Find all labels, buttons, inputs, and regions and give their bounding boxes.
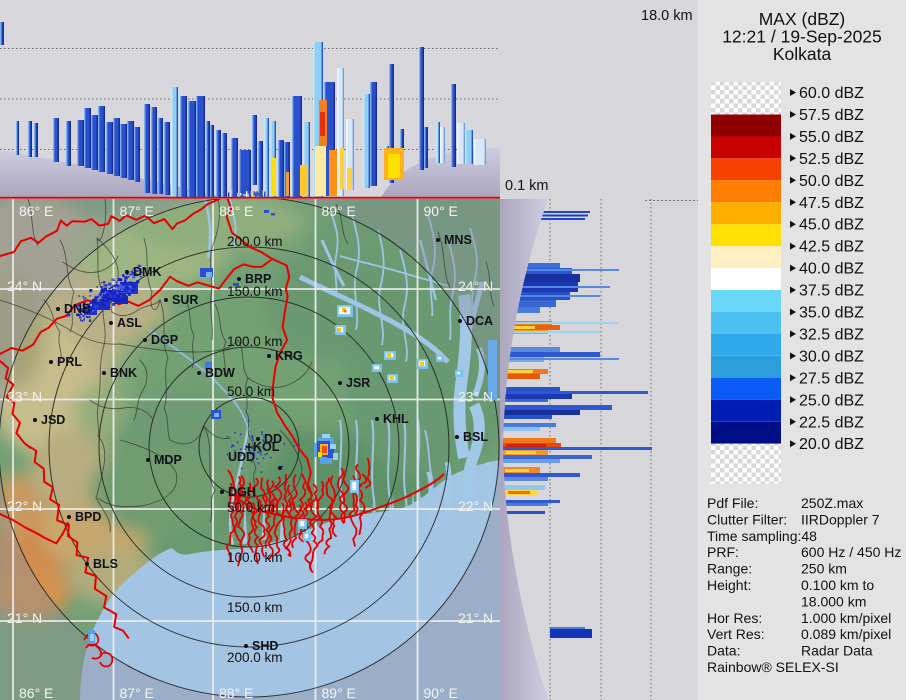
svg-text:200.0 km: 200.0 km <box>227 234 283 249</box>
svg-text:40.0 dBZ: 40.0 dBZ <box>799 261 864 278</box>
svg-text:45.0 dBZ: 45.0 dBZ <box>799 217 864 234</box>
svg-text:DD: DD <box>264 432 282 446</box>
svg-text:50.0 dBZ: 50.0 dBZ <box>799 173 864 190</box>
svg-text:DGP: DGP <box>151 333 178 347</box>
svg-text:100.0 km: 100.0 km <box>227 334 283 349</box>
svg-text:IIRDoppler 7: IIRDoppler 7 <box>801 511 880 527</box>
svg-text:600 Hz / 450 Hz: 600 Hz / 450 Hz <box>801 544 901 560</box>
svg-text:BRP: BRP <box>245 272 271 286</box>
svg-text:86° E: 86° E <box>19 685 53 700</box>
svg-text:JSD: JSD <box>41 413 65 427</box>
svg-text:BNK: BNK <box>110 366 137 380</box>
svg-text:55.0 dBZ: 55.0 dBZ <box>799 129 864 146</box>
svg-text:52.5 dBZ: 52.5 dBZ <box>799 151 864 168</box>
svg-text:UDD: UDD <box>228 450 255 464</box>
svg-text:Clutter Filter:: Clutter Filter: <box>707 511 787 527</box>
svg-text:86° E: 86° E <box>19 203 53 219</box>
svg-text:Range:: Range: <box>707 561 752 577</box>
svg-text:35.0 dBZ: 35.0 dBZ <box>799 305 864 322</box>
svg-text:90° E: 90° E <box>424 203 458 219</box>
svg-text:60.0 dBZ: 60.0 dBZ <box>799 85 864 102</box>
svg-text:Rainbow® SELEX-SI: Rainbow® SELEX-SI <box>707 659 839 675</box>
svg-text:KHL: KHL <box>383 412 409 426</box>
svg-text:24° N: 24° N <box>458 278 493 294</box>
svg-text:250 km: 250 km <box>801 561 847 577</box>
svg-text:Kolkata: Kolkata <box>773 44 832 64</box>
svg-text:57.5 dBZ: 57.5 dBZ <box>799 107 864 124</box>
svg-text:32.5 dBZ: 32.5 dBZ <box>799 326 864 343</box>
svg-text:87° E: 87° E <box>120 685 154 700</box>
svg-text:20.0 dBZ: 20.0 dBZ <box>799 436 864 453</box>
svg-text:88° E: 88° E <box>219 685 253 700</box>
svg-text:25.0 dBZ: 25.0 dBZ <box>799 392 864 409</box>
svg-text:89° E: 89° E <box>322 203 356 219</box>
svg-text:Radar Data: Radar Data <box>801 643 873 659</box>
svg-text:50.0 km: 50.0 km <box>227 384 275 399</box>
svg-text:12:21 / 19-Sep-2025: 12:21 / 19-Sep-2025 <box>722 27 882 47</box>
svg-text:DGH: DGH <box>228 485 256 499</box>
svg-text:47.5 dBZ: 47.5 dBZ <box>799 195 864 212</box>
svg-text:Hor Res:: Hor Res: <box>707 610 762 626</box>
svg-text:BSL: BSL <box>463 430 488 444</box>
svg-text:DCA: DCA <box>466 314 493 328</box>
svg-text:50.0 km: 50.0 km <box>227 500 275 515</box>
svg-text:Pdf File:: Pdf File: <box>707 495 758 511</box>
svg-text:DNB: DNB <box>64 302 91 316</box>
svg-text:42.5 dBZ: 42.5 dBZ <box>799 239 864 256</box>
svg-text:KOL: KOL <box>253 440 280 454</box>
svg-text:MDP: MDP <box>154 453 182 467</box>
svg-text:BDW: BDW <box>205 366 235 380</box>
svg-text:SHD: SHD <box>252 639 278 653</box>
svg-text:27.5 dBZ: 27.5 dBZ <box>799 370 864 387</box>
svg-text:SUR: SUR <box>172 293 198 307</box>
svg-text:87° E: 87° E <box>120 203 154 219</box>
svg-text:0.100 km to: 0.100 km to <box>801 577 874 593</box>
svg-text:22° N: 22° N <box>458 498 493 514</box>
svg-text:PRL: PRL <box>57 355 82 369</box>
svg-text:Height:: Height: <box>707 577 751 593</box>
svg-text:KRG: KRG <box>275 349 303 363</box>
svg-text:24° N: 24° N <box>7 278 42 294</box>
svg-text:BLS: BLS <box>93 557 118 571</box>
svg-text:22° N: 22° N <box>7 498 42 514</box>
svg-text:Time sampling:48: Time sampling:48 <box>707 528 817 544</box>
svg-text:150.0 km: 150.0 km <box>227 600 283 615</box>
svg-text:200.0 km: 200.0 km <box>227 650 283 665</box>
svg-text:100.0 km: 100.0 km <box>227 550 283 565</box>
svg-text:37.5 dBZ: 37.5 dBZ <box>799 283 864 300</box>
svg-text:21° N: 21° N <box>7 610 42 626</box>
svg-text:ASL: ASL <box>117 316 142 330</box>
svg-text:21° N: 21° N <box>458 610 493 626</box>
svg-text:250Z.max: 250Z.max <box>801 495 863 511</box>
svg-text:MNS: MNS <box>444 233 472 247</box>
svg-text:0.1 km: 0.1 km <box>505 178 549 194</box>
svg-text:BPD: BPD <box>75 510 101 524</box>
svg-text:23° N: 23° N <box>458 389 493 405</box>
svg-text:88° E: 88° E <box>219 203 253 219</box>
svg-text:JSR: JSR <box>346 376 370 390</box>
svg-text:DMK: DMK <box>133 265 161 279</box>
svg-text:150.0 km: 150.0 km <box>227 284 283 299</box>
svg-text:Data:: Data: <box>707 643 740 659</box>
svg-text:90° E: 90° E <box>424 685 458 700</box>
svg-text:18.000 km: 18.000 km <box>801 593 866 609</box>
svg-text:1.000 km/pixel: 1.000 km/pixel <box>801 610 891 626</box>
svg-text:0.089 km/pixel: 0.089 km/pixel <box>801 626 891 642</box>
svg-text:18.0 km: 18.0 km <box>641 8 693 24</box>
svg-text:MAX (dBZ): MAX (dBZ) <box>759 9 846 29</box>
svg-text:89° E: 89° E <box>322 685 356 700</box>
svg-text:30.0 dBZ: 30.0 dBZ <box>799 348 864 365</box>
svg-text:23° N: 23° N <box>7 389 42 405</box>
svg-text:PRF:: PRF: <box>707 544 739 560</box>
svg-text:22.5 dBZ: 22.5 dBZ <box>799 414 864 431</box>
svg-text:Vert Res:: Vert Res: <box>707 626 765 642</box>
